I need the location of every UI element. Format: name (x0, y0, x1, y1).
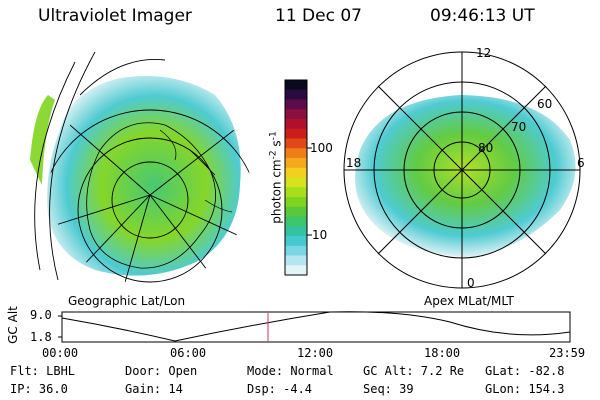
timeline-xtick-1200: 12:00 (297, 346, 334, 360)
timeline-xtick-0000: 00:00 (42, 346, 79, 360)
colorbar-swatch (285, 187, 307, 198)
altitude-curve (61, 311, 571, 342)
colorbar-swatch (285, 80, 307, 91)
timeline-y-label: GC Alt (5, 306, 20, 344)
status-filter: Flt: LBHL (10, 364, 76, 378)
colorbar-swatch (285, 255, 307, 266)
colorbar-tick-10: 10 (312, 228, 328, 242)
timeline-ytick-1-8: 1.8 (30, 330, 52, 344)
colorbar-swatch (285, 197, 307, 208)
mlt-label-12: 12 (476, 46, 492, 60)
unit-photon: photon cm (269, 159, 284, 224)
colorbar-swatch (285, 167, 307, 178)
unit-sup-cm: -2 (268, 150, 279, 160)
instrument-title: Ultraviolet Imager (38, 6, 192, 26)
mlat-label-60: 60 (537, 97, 553, 111)
left-aurora-image (47, 76, 241, 276)
colorbar-swatch (285, 206, 307, 217)
colorbar-swatch (285, 99, 307, 110)
status-dsp: Dsp: -4.4 (247, 382, 313, 396)
mlt-label-18: 18 (346, 156, 362, 170)
geographic-map (30, 51, 250, 285)
unit-sup-s: -1 (268, 131, 279, 141)
colorbar-swatch (285, 158, 307, 169)
colorbar-swatch (285, 236, 307, 247)
status-seq: Seq: 39 (363, 382, 414, 396)
status-glat: GLat: -82.8 (485, 364, 565, 378)
status-gain: Gain: 14 (125, 382, 183, 396)
status-gc-alt: GC Alt: 7.2 Re (363, 364, 465, 378)
mlt-label-0: 0 (467, 276, 475, 290)
timeline-xtick-0600: 06:00 (170, 346, 207, 360)
colorbar-swatch (285, 109, 307, 120)
mlat-label-80: 80 (478, 141, 494, 155)
polar-map (343, 51, 581, 289)
colorbar-swatch (285, 265, 307, 276)
timeline-xtick-1800: 18:00 (424, 346, 461, 360)
timeline-ytick-9: 9.0 (30, 308, 52, 322)
unit-s: s (269, 140, 284, 147)
colorbar-swatch (285, 119, 307, 130)
status-glon: GLon: 154.3 (485, 382, 565, 396)
time-label: 09:46:13 UT (430, 6, 535, 26)
mlat-label-70: 70 (511, 120, 527, 134)
mlt-label-6: 6 (577, 156, 585, 170)
colorbar-swatch (285, 148, 307, 159)
geographic-map-label: Geographic Lat/Lon (68, 294, 186, 308)
date-label: 11 Dec 07 (275, 6, 362, 26)
colorbar-unit-label: photon cm-2 s-1 (269, 88, 284, 268)
status-mode: Mode: Normal (247, 364, 334, 378)
polar-map-label: Apex MLat/MLT (424, 294, 514, 308)
timeline-plot (58, 311, 571, 343)
status-ip: IP: 36.0 (10, 382, 68, 396)
colorbar (284, 79, 312, 276)
colorbar-swatch (285, 89, 307, 100)
right-aurora-image (355, 95, 576, 258)
colorbar-swatch (285, 226, 307, 237)
colorbar-swatch (285, 128, 307, 139)
colorbar-swatch (285, 138, 307, 149)
colorbar-swatch (285, 216, 307, 227)
left-aurora-strip (30, 95, 55, 185)
colorbar-tick-100: 100 (310, 141, 333, 155)
colorbar-swatch (285, 177, 307, 188)
status-door: Door: Open (125, 364, 198, 378)
timeline-xtick-2359: 23:59 (549, 346, 586, 360)
colorbar-swatch (285, 245, 307, 256)
